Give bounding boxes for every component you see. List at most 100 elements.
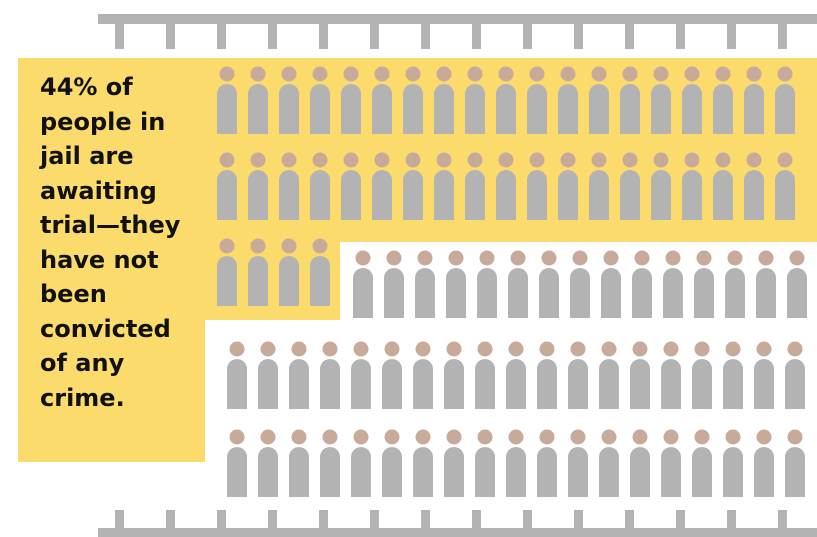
person-icon	[248, 238, 268, 306]
person-icon	[537, 429, 557, 497]
bar-post	[625, 24, 634, 49]
person-icon	[351, 429, 371, 497]
person-icon	[661, 429, 681, 497]
person-icon	[465, 66, 485, 134]
person-icon	[630, 429, 650, 497]
bar-post	[523, 510, 532, 528]
person-icon	[320, 429, 340, 497]
person-icon	[413, 341, 433, 409]
person-icon	[475, 429, 495, 497]
person-icon	[506, 429, 526, 497]
bar-post	[319, 510, 328, 528]
bar-post	[778, 24, 787, 49]
top-rail	[98, 14, 817, 24]
person-icon	[589, 66, 609, 134]
person-icon	[775, 66, 795, 134]
person-icon	[227, 429, 247, 497]
person-icon	[415, 250, 435, 318]
person-icon	[632, 250, 652, 318]
bar-post	[319, 24, 328, 49]
person-icon	[384, 250, 404, 318]
person-icon	[756, 250, 776, 318]
highlight-shape	[18, 58, 817, 462]
person-icon	[382, 429, 402, 497]
bar-post	[115, 24, 124, 49]
person-icon	[589, 152, 609, 220]
person-icon	[682, 66, 702, 134]
person-icon	[310, 152, 330, 220]
person-icon	[496, 152, 516, 220]
person-icon	[630, 341, 650, 409]
person-icon	[775, 152, 795, 220]
bar-post	[268, 510, 277, 528]
person-icon	[744, 66, 764, 134]
person-icon	[506, 341, 526, 409]
person-icon	[341, 66, 361, 134]
stat-caption: 44% of people in jail are awaiting trial…	[40, 73, 181, 412]
bar-post	[370, 510, 379, 528]
person-icon	[694, 250, 714, 318]
bar-post	[217, 510, 226, 528]
bar-post	[676, 24, 685, 49]
bar-post	[727, 24, 736, 49]
person-icon	[434, 66, 454, 134]
bar-post	[166, 510, 175, 528]
person-icon	[558, 152, 578, 220]
person-icon	[279, 152, 299, 220]
person-icon	[372, 66, 392, 134]
person-icon	[723, 429, 743, 497]
bottom-rail	[98, 528, 817, 537]
person-icon	[620, 152, 640, 220]
person-icon	[444, 429, 464, 497]
person-icon	[558, 66, 578, 134]
bar-post	[115, 510, 124, 528]
bar-post	[472, 24, 481, 49]
person-icon	[723, 341, 743, 409]
person-icon	[382, 341, 402, 409]
person-icon	[663, 250, 683, 318]
person-icon	[279, 66, 299, 134]
person-icon	[692, 429, 712, 497]
person-icon	[496, 66, 516, 134]
person-icon	[248, 152, 268, 220]
person-icon	[475, 341, 495, 409]
bar-post	[370, 24, 379, 49]
person-icon	[446, 250, 466, 318]
person-icon	[754, 429, 774, 497]
person-icon	[651, 152, 671, 220]
person-icon	[465, 152, 485, 220]
person-icon	[403, 66, 423, 134]
person-icon	[353, 250, 373, 318]
person-icon	[217, 66, 237, 134]
person-icon	[508, 250, 528, 318]
person-icon	[725, 250, 745, 318]
person-icon	[787, 250, 807, 318]
bar-post	[268, 24, 277, 49]
person-icon	[620, 66, 640, 134]
bar-post	[523, 24, 532, 49]
person-icon	[217, 238, 237, 306]
person-icon	[341, 152, 361, 220]
person-icon	[372, 152, 392, 220]
person-icon	[477, 250, 497, 318]
person-icon	[785, 341, 805, 409]
person-icon	[568, 429, 588, 497]
person-icon	[289, 429, 309, 497]
person-icon	[403, 152, 423, 220]
person-icon	[351, 341, 371, 409]
person-icon	[413, 429, 433, 497]
person-icon	[527, 66, 547, 134]
bar-post	[421, 510, 430, 528]
bar-post	[574, 510, 583, 528]
person-icon	[713, 152, 733, 220]
person-icon	[651, 66, 671, 134]
person-icon	[570, 250, 590, 318]
person-icon	[227, 341, 247, 409]
person-icon	[320, 341, 340, 409]
person-icon	[527, 152, 547, 220]
bar-post	[217, 24, 226, 49]
person-icon	[258, 341, 278, 409]
